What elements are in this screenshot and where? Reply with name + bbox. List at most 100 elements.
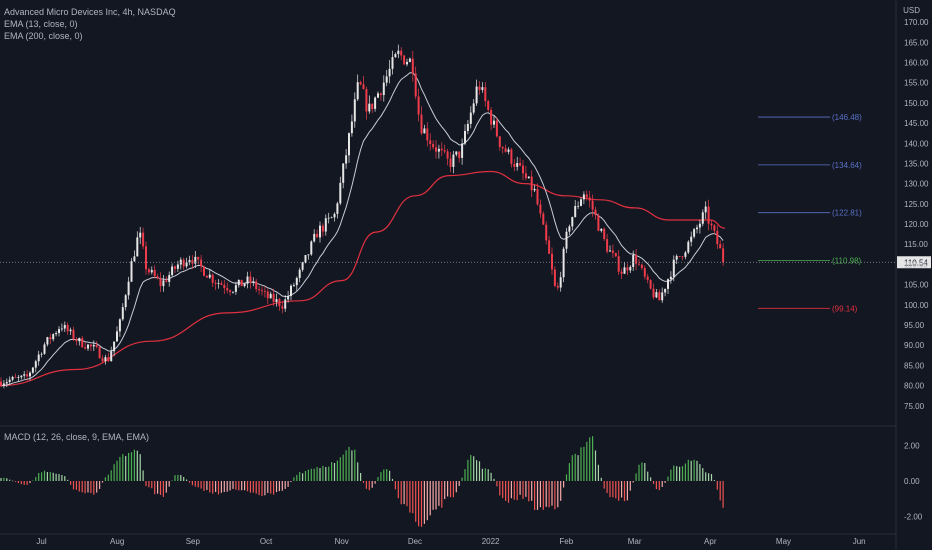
candle-body: [539, 204, 542, 214]
candle-body: [46, 337, 49, 345]
candle-body: [597, 215, 600, 231]
candle-body: [307, 254, 310, 256]
candle-body: [301, 262, 304, 270]
candle-body: [553, 269, 556, 286]
macd-bar: [621, 481, 623, 498]
candle-body: [350, 121, 353, 134]
candle-body: [493, 120, 495, 125]
ema200-path: [0, 170, 725, 387]
macd-bar: [101, 481, 104, 483]
candle-body: [174, 266, 176, 269]
candle-body: [556, 285, 559, 288]
candle-body: [78, 338, 81, 342]
macd-axis[interactable]: 2.00 0.00 -2.00: [904, 442, 923, 522]
macd-bar: [458, 481, 460, 487]
candle-body: [611, 250, 614, 253]
candle-body: [522, 165, 524, 174]
candle-body: [104, 357, 107, 362]
candle-body: [388, 68, 391, 77]
macd-bar: [258, 481, 260, 496]
candle-body: [84, 347, 87, 349]
macd-bar: [212, 481, 214, 494]
candle-body: [658, 292, 661, 301]
candle-body: [626, 267, 629, 271]
candle-body: [63, 324, 66, 329]
candle-body: [675, 256, 678, 260]
macd-bar: [516, 481, 518, 501]
price-tick-label: 105.00: [904, 281, 929, 290]
candle-body: [339, 182, 342, 204]
macd-bar: [26, 481, 28, 485]
candle-body: [678, 256, 681, 257]
macd-bar: [528, 481, 530, 502]
price-axis[interactable]: 75.00 80.00 85.00 90.00 95.00 100.00 105.00 110…: [904, 18, 929, 411]
candle-body: [295, 277, 298, 286]
macd-bar: [186, 479, 188, 481]
macd-bar: [171, 480, 173, 481]
candle-body: [568, 226, 571, 232]
macd-bar: [545, 481, 547, 507]
macd-bar: [513, 481, 515, 500]
macd-bar: [667, 476, 669, 481]
macd-bar: [362, 481, 365, 483]
macd-bar: [650, 477, 652, 481]
macd-bar: [284, 481, 286, 489]
macd-bar: [278, 481, 280, 492]
macd-bar: [270, 481, 272, 494]
candle-body: [261, 290, 263, 292]
candle-body: [574, 206, 577, 217]
candle-body: [107, 357, 110, 362]
candle-body: [176, 264, 179, 269]
candle-body: [661, 292, 664, 301]
candle-body: [414, 73, 417, 97]
candle-body: [223, 284, 226, 289]
candle-body: [95, 344, 98, 347]
candle-body: [8, 379, 11, 383]
candle-body: [40, 353, 43, 355]
macd-bar: [43, 470, 46, 481]
macd-bar: [296, 474, 298, 481]
candle-body: [501, 146, 504, 149]
candle-body: [232, 291, 234, 293]
macd-bar: [589, 437, 591, 481]
candle-body: [113, 341, 116, 352]
candle-body: [397, 50, 400, 55]
macd-bar: [406, 481, 408, 507]
candle-body: [377, 93, 379, 98]
macd-bar: [502, 481, 504, 499]
macd-bar: [246, 481, 249, 492]
candle-body: [284, 299, 287, 309]
candle-body: [710, 223, 713, 226]
macd-bar: [641, 462, 643, 481]
macd-bar: [681, 466, 684, 481]
macd-bar: [397, 481, 399, 499]
macd-bar: [415, 481, 417, 522]
candle-body: [640, 264, 643, 268]
candle-body: [58, 329, 60, 333]
macd-bar: [470, 455, 472, 481]
macd-bar: [647, 471, 649, 481]
candle-body: [704, 206, 707, 213]
candle-body: [0, 381, 2, 386]
candle-body: [585, 194, 588, 198]
candle-body: [43, 344, 46, 354]
macd-bar: [687, 459, 689, 481]
candle-body: [443, 150, 446, 152]
macd-bar: [435, 481, 437, 510]
candle-body: [484, 87, 487, 102]
macd-legend[interactable]: MACD (12, 26, close, 9, EMA, EMA): [4, 432, 150, 442]
candle-body: [124, 295, 127, 308]
candle-body: [145, 246, 147, 270]
macd-bar: [632, 481, 634, 483]
macd-bar: [652, 481, 655, 484]
macd-bar: [29, 481, 31, 484]
macd-bar: [299, 472, 301, 481]
macd-bar: [377, 476, 379, 481]
time-axis[interactable]: Jul Aug Sep Oct Nov Dec 2022 Feb Mar Apr May Jun: [36, 537, 865, 546]
candle-body: [66, 324, 69, 332]
candle-body: [292, 285, 295, 286]
candle-body: [446, 151, 449, 159]
macd-bar: [539, 481, 541, 508]
macd-bar: [316, 466, 318, 481]
